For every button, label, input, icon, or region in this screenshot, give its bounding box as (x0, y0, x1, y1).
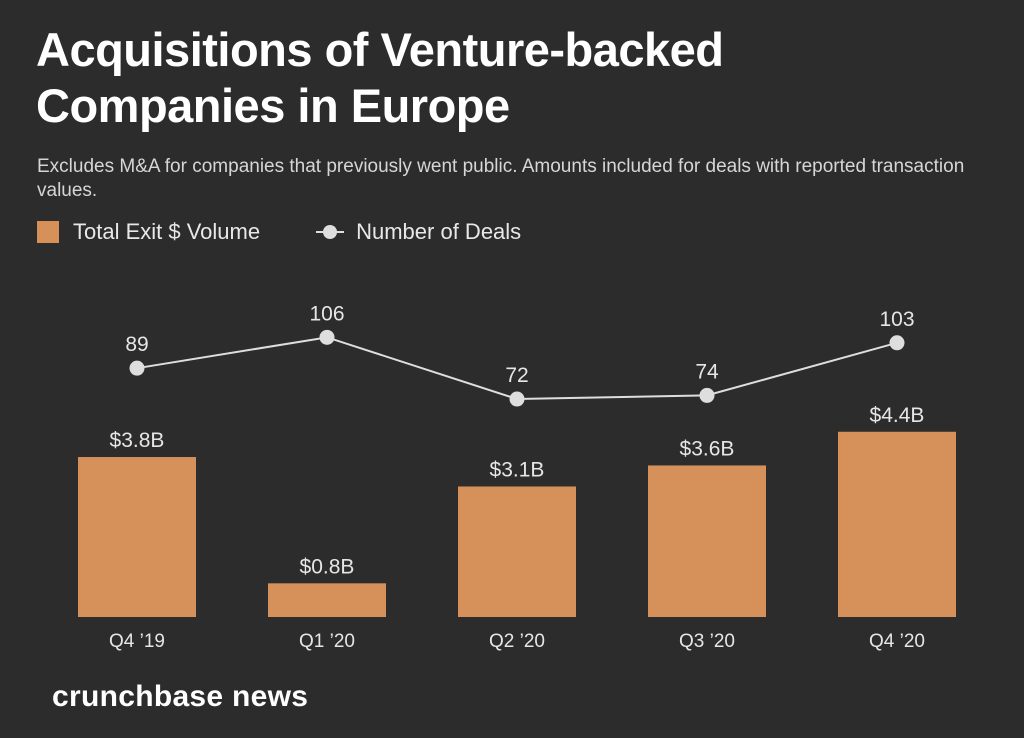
deals-value-label: 103 (879, 308, 914, 331)
bar-value-label: $4.4B (870, 404, 925, 427)
deals-point (699, 387, 715, 403)
chart-title: Acquisitions of Venture-backed Companies… (36, 23, 724, 132)
bar (268, 583, 386, 617)
deals-point (889, 335, 905, 351)
x-tick-label: Q4 ’19 (109, 631, 165, 652)
bar-value-label: $3.6B (680, 437, 735, 460)
deals-value-label: 89 (125, 333, 148, 356)
bar (458, 486, 576, 617)
deals-value-label: 72 (505, 364, 528, 387)
legend-item-volume: Total Exit $ Volume (37, 219, 260, 245)
bar (78, 457, 196, 617)
bar (838, 431, 956, 617)
bar-value-label: $0.8B (300, 555, 355, 578)
deals-value-label: 74 (695, 360, 719, 383)
deals-value-label: 106 (309, 302, 344, 325)
bar-value-label: $3.8B (110, 429, 165, 452)
brand-logo: crunchbase news (52, 680, 309, 713)
deals-point (509, 391, 525, 407)
x-tick-label: Q4 ’20 (869, 631, 925, 652)
legend-label-volume: Total Exit $ Volume (73, 219, 261, 244)
labels-layer: $3.8B Q4 ’19 $0.8B Q1 ’20 $3.1B Q2 ’20 $3.6B Q3… (109, 302, 925, 652)
x-tick-label: Q1 ’20 (299, 631, 355, 652)
legend-item-deals: Number of Deals (316, 219, 521, 245)
bar-value-label: $3.1B (490, 458, 545, 481)
x-tick-label: Q3 ’20 (679, 631, 735, 652)
line-layer (129, 329, 905, 407)
chart-subtitle: Excludes M&A for companies that previous… (37, 156, 965, 201)
deals-point (319, 329, 335, 345)
bars-layer (78, 431, 956, 617)
bar (648, 465, 766, 617)
legend-swatch-line (316, 221, 345, 243)
legend: Total Exit $ Volume Number of Deals (37, 218, 577, 246)
deals-point (129, 360, 145, 376)
legend-label-deals: Number of Deals (356, 219, 522, 244)
legend-swatch-bar (37, 221, 59, 243)
x-tick-label: Q2 ’20 (489, 631, 545, 652)
